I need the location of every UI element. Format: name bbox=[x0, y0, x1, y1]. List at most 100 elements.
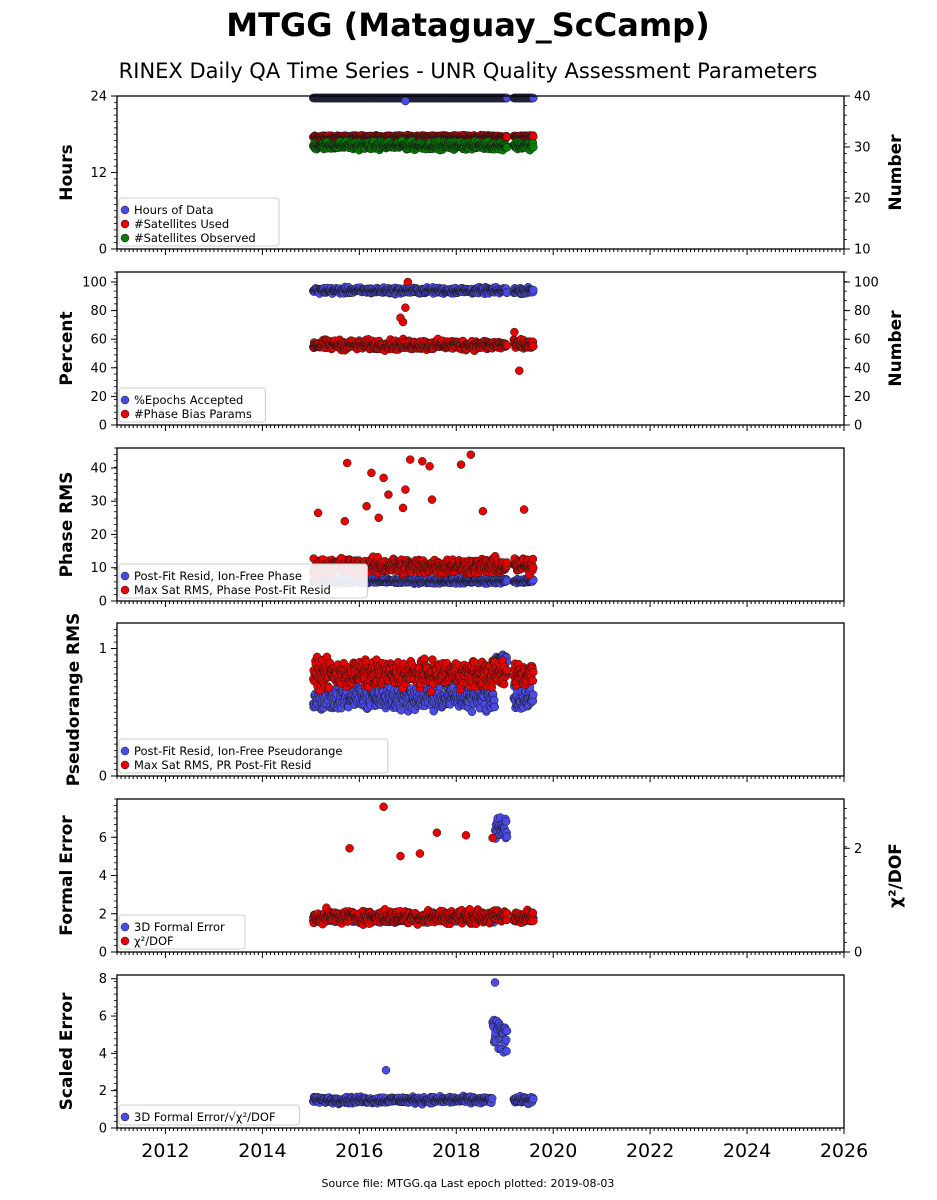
data-point bbox=[427, 495, 437, 504]
y-axis-label: Hours bbox=[57, 144, 77, 201]
data-point bbox=[405, 455, 415, 464]
y-axis-label-right: Number bbox=[886, 134, 906, 211]
data-point bbox=[529, 690, 538, 699]
y-tick-label: 20 bbox=[90, 528, 107, 543]
data-point bbox=[466, 450, 476, 459]
y-ticks-right: 0 20 40 60 80 100 bbox=[844, 271, 879, 434]
x-ticks bbox=[116, 425, 845, 431]
y-ticks-left: 0 20 40 60 80 100 bbox=[82, 271, 117, 434]
data-point bbox=[529, 142, 538, 152]
panel-3: 0 10 20 30 40 Phase RMS Post-Fit Resid, Ion-Fr… bbox=[57, 447, 845, 610]
y-tick-label: 10 bbox=[854, 243, 871, 258]
y-tick-label: 12 bbox=[90, 166, 107, 181]
data-point bbox=[529, 285, 538, 295]
y-tick-label: 10 bbox=[90, 561, 107, 576]
y-ticks-left: 0 12 24 bbox=[90, 90, 117, 258]
legend-entry: %Epochs Accepted bbox=[134, 393, 243, 407]
data-point bbox=[467, 707, 477, 717]
y-tick-label: 40 bbox=[90, 461, 107, 476]
data-point bbox=[478, 506, 488, 516]
y-tick-label: 40 bbox=[854, 361, 871, 376]
y-tick-label: 24 bbox=[90, 90, 107, 105]
data-point bbox=[367, 468, 376, 478]
data-point bbox=[396, 313, 405, 323]
data-point bbox=[340, 516, 350, 526]
legend-entry: Post-Fit Resid, Ion-Free Phase bbox=[134, 569, 302, 583]
data-point bbox=[396, 706, 406, 715]
legend-marker bbox=[120, 219, 130, 229]
data-point bbox=[403, 277, 413, 287]
y-axis-label: Percent bbox=[57, 311, 77, 385]
y-ticks-right: 10 20 30 40 bbox=[844, 90, 871, 258]
data-point bbox=[510, 327, 519, 337]
legend-marker bbox=[120, 571, 130, 581]
legend-entry: Hours of Data bbox=[134, 203, 214, 217]
y-tick-label: 0 bbox=[99, 595, 107, 610]
data-point bbox=[529, 342, 538, 351]
legend-entry: #Phase Bias Params bbox=[134, 407, 252, 421]
data-point bbox=[456, 460, 466, 469]
data-point bbox=[401, 485, 410, 494]
y-tick-label: 20 bbox=[90, 390, 107, 405]
data-point bbox=[519, 505, 529, 514]
points bbox=[309, 93, 538, 155]
points bbox=[309, 277, 538, 375]
y-tick-label: 30 bbox=[854, 141, 871, 156]
legend-entry: Max Sat RMS, Phase Post-Fit Resid bbox=[134, 583, 331, 597]
data-point bbox=[384, 490, 393, 499]
y-tick-label: 20 bbox=[854, 192, 871, 207]
y-axis-label-right: Number bbox=[886, 310, 906, 387]
data-point bbox=[342, 458, 352, 468]
legend-marker bbox=[120, 205, 130, 215]
data-point bbox=[398, 503, 408, 513]
y-tick-label: 20 bbox=[854, 390, 871, 405]
data-point bbox=[379, 473, 388, 483]
chart-title: MTGG (Mataguay_ScCamp) bbox=[226, 6, 709, 44]
legend-entry: #Satellites Observed bbox=[134, 231, 256, 245]
data-point bbox=[425, 462, 434, 471]
data-point bbox=[418, 457, 427, 466]
data-point bbox=[490, 702, 499, 712]
data-point bbox=[528, 554, 538, 564]
data-point bbox=[529, 563, 538, 572]
y-ticks-left: 0 10 20 30 40 bbox=[90, 447, 117, 610]
data-point bbox=[374, 513, 383, 523]
y-tick-label: 30 bbox=[90, 495, 107, 510]
y-tick-label: 0 bbox=[99, 419, 107, 434]
y-tick-label: 0 bbox=[99, 243, 107, 258]
legend-marker bbox=[120, 409, 130, 419]
y-tick-label: 40 bbox=[854, 90, 871, 105]
y-tick-label: 80 bbox=[854, 304, 871, 319]
data-point bbox=[362, 501, 371, 511]
legend: Hours of Data#Satellites Used#Satellites… bbox=[118, 197, 280, 247]
data-point bbox=[529, 93, 538, 103]
chart-subtitle: RINEX Daily QA Time Series - UNR Quality… bbox=[119, 59, 818, 83]
y-tick-label: 60 bbox=[90, 333, 107, 348]
y-tick-label: 0 bbox=[854, 419, 862, 434]
y-tick-label: 100 bbox=[854, 276, 879, 291]
y-tick-label: 60 bbox=[854, 333, 871, 348]
data-point bbox=[324, 683, 334, 693]
y-axis-label: Phase RMS bbox=[57, 472, 77, 578]
legend-marker bbox=[120, 585, 130, 595]
legend-marker bbox=[120, 233, 130, 243]
data-point bbox=[502, 341, 512, 350]
x-ticks bbox=[116, 249, 845, 255]
legend-marker bbox=[120, 395, 130, 405]
data-point bbox=[313, 508, 323, 518]
points bbox=[309, 650, 538, 717]
data-point bbox=[401, 96, 410, 106]
x-ticks bbox=[116, 601, 845, 607]
data-point bbox=[401, 303, 410, 312]
data-point bbox=[515, 366, 524, 375]
legend-entry: #Satellites Used bbox=[134, 217, 229, 231]
y-tick-label: 40 bbox=[90, 361, 107, 376]
y-tick-label: 80 bbox=[90, 304, 107, 319]
legend: %Epochs Accepted#Phase Bias Params bbox=[118, 387, 266, 423]
panel-2: 0 20 40 60 80 100 0 20 40 60 80 100 Percent Number %Ep… bbox=[57, 271, 906, 434]
